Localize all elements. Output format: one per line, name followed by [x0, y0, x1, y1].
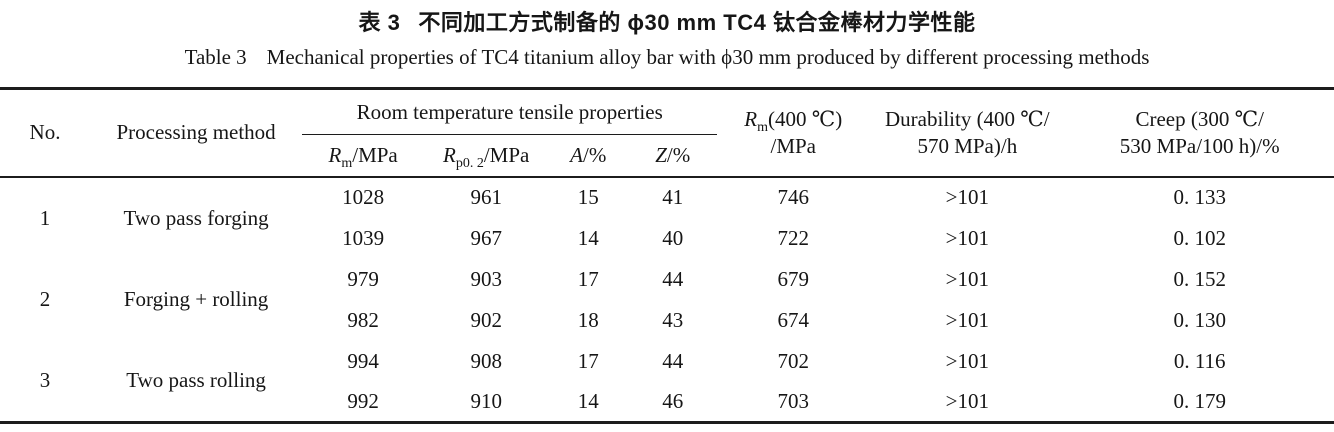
table-cell-creep: 0. 152	[1173, 266, 1226, 291]
col-header-rp02: Rp0. 2/MPa	[443, 142, 530, 171]
table-row: 992 910 14 46 703 >101 0. 179	[0, 382, 1334, 423]
table-cell-rm400: 722	[777, 225, 810, 250]
table-row: 982 902 18 43 674 >101 0. 130	[0, 300, 1334, 341]
col-header-rm-400: Rm(400 ℃) /MPa	[717, 89, 869, 177]
col-header-rm-400-line1: Rm(400 ℃)	[744, 106, 843, 135]
row-method: Two pass forging	[123, 205, 269, 230]
table-row: 3 Two pass rolling 994 908 17 44 702 >10…	[0, 341, 1334, 393]
table-cell-rp02: 902	[470, 307, 502, 332]
row-method: Two pass rolling	[126, 368, 266, 393]
table-cell-durability: >101	[945, 225, 989, 250]
col-header-rm-400-line2: /MPa	[770, 133, 816, 158]
table-title-en-text: Mechanical properties of TC4 titanium al…	[266, 45, 1150, 69]
col-header-durability-line2: 570 MPa)/h	[917, 133, 1018, 158]
table-cell-rp02: 961	[470, 185, 502, 209]
col-group-header-room-temp: Room temperature tensile properties	[302, 88, 718, 135]
table-title-zh-text: 不同加工方式制备的 ϕ30 mm TC4 钛合金棒材力学性能	[418, 10, 976, 35]
table-cell-z: 44	[662, 266, 684, 291]
table-header: No. Processing method Room temperature t…	[0, 88, 1334, 177]
table-cell-rm: 994	[347, 348, 379, 373]
table-cell-rm: 992	[347, 388, 379, 413]
header-row-1: No. Processing method Room temperature t…	[0, 88, 1334, 158]
table-body: 1 Two pass forging 1028 961 15 41 746 >1…	[0, 177, 1334, 423]
table-cell-rm400: 703	[777, 388, 810, 413]
table-cell-a: 18	[577, 307, 599, 332]
row-method: Forging + rolling	[123, 287, 269, 311]
table-cell-a: 17	[577, 266, 599, 291]
table-cell-rp02: 908	[470, 348, 502, 373]
table-cell-rm: 982	[347, 307, 379, 332]
table-cell-a: 14	[577, 225, 599, 250]
col-header-creep: Creep (300 ℃/ 530 MPa/100 h)/%	[1065, 89, 1334, 177]
col-header-durability: Durability (400 ℃/ 570 MPa)/h	[869, 89, 1065, 177]
table-cell-rm400: 746	[777, 185, 810, 209]
table-cell-z: 40	[662, 225, 684, 250]
table-row: 2 Forging + rolling 979 903 17 44 679 >1…	[0, 259, 1334, 312]
row-no: 2	[39, 287, 51, 311]
table-cell-creep: 0. 179	[1173, 388, 1226, 413]
col-header-rm: Rm/MPa	[328, 142, 398, 171]
table-cell-creep: 0. 116	[1173, 348, 1226, 373]
table-row: 1039 967 14 40 722 >101 0. 102	[0, 218, 1334, 259]
row-no: 1	[39, 205, 51, 230]
table-cell-a: 15	[577, 185, 599, 209]
table-cell-creep: 0. 130	[1173, 307, 1226, 332]
table-cell-durability: >101	[945, 348, 989, 373]
table-cell-a: 14	[577, 388, 599, 413]
table-cell-creep: 0. 133	[1173, 185, 1226, 209]
col-header-z: Z/%	[655, 142, 691, 167]
col-header-durability-line1: Durability (400 ℃/	[885, 106, 1050, 131]
col-header-processing-method: Processing method	[116, 120, 276, 145]
table-cell-rm: 979	[347, 266, 379, 291]
table-cell-z: 46	[662, 388, 684, 413]
col-header-no: No.	[29, 120, 61, 145]
table-cell-z: 43	[662, 307, 684, 332]
col-header-creep-line1: Creep (300 ℃/	[1135, 106, 1264, 131]
table-cell-rm400: 702	[777, 348, 810, 373]
table-cell-rp02: 910	[470, 388, 502, 413]
table-cell-rm: 1039	[342, 225, 385, 250]
table-number-en: Table 3	[184, 45, 247, 69]
table-cell-z: 41	[662, 185, 684, 209]
table-cell-creep: 0. 102	[1173, 225, 1226, 250]
table-cell-rm400: 674	[777, 307, 810, 332]
table-title-en: Table 3 Mechanical properties of TC4 tita…	[0, 44, 1334, 70]
table-row: 1 Two pass forging 1028 961 15 41 746 >1…	[0, 177, 1334, 230]
table-title-zh: 表 3 不同加工方式制备的 ϕ30 mm TC4 钛合金棒材力学性能	[0, 8, 1334, 38]
table-cell-rp02: 967	[470, 225, 502, 250]
table-number-zh: 表 3	[358, 10, 401, 35]
table-cell-rp02: 903	[470, 266, 502, 291]
table-cell-durability: >101	[945, 307, 989, 332]
table-cell-rm400: 679	[777, 266, 810, 291]
table-cell-durability: >101	[945, 185, 989, 209]
mechanical-properties-table: No. Processing method Room temperature t…	[0, 87, 1334, 424]
header-row-2: Rm/MPa Rp0. 2/MPa A/% Z/%	[0, 135, 1334, 177]
table-cell-rm: 1028	[342, 185, 385, 209]
col-header-creep-line2: 530 MPa/100 h)/%	[1119, 133, 1280, 158]
table-cell-z: 44	[662, 348, 684, 373]
table-cell-durability: >101	[945, 266, 989, 291]
col-header-a: A/%	[570, 142, 607, 167]
table-cell-a: 17	[577, 348, 599, 373]
row-no: 3	[39, 368, 51, 393]
table-cell-durability: >101	[945, 388, 989, 413]
